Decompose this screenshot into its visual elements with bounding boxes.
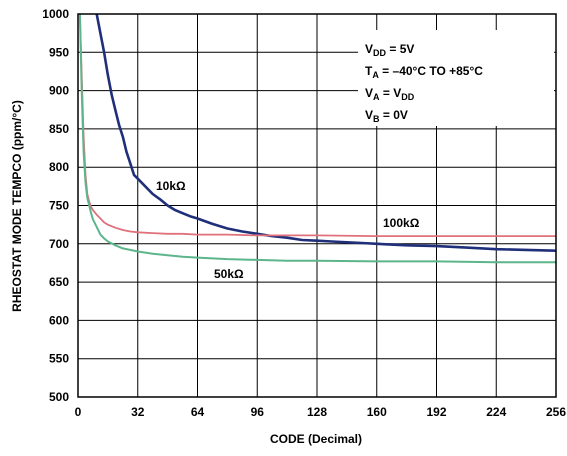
x-tick-label: 256 — [546, 405, 566, 419]
series-label-100k: 100kΩ — [383, 216, 420, 230]
condition-ta: TA = –40°C TO +85°C — [365, 64, 483, 80]
x-tick-label: 192 — [426, 405, 446, 419]
x-tick-label: 160 — [367, 405, 387, 419]
y-tick-label: 750 — [49, 199, 69, 213]
series-line-0 — [95, 14, 556, 252]
x-tick-label: 96 — [251, 405, 265, 419]
series-line-2 — [78, 14, 556, 264]
plot-frame — [77, 13, 557, 398]
condition-vb: VB = 0V — [365, 108, 408, 124]
y-tick-label: 950 — [49, 45, 69, 59]
y-tick-label: 1000 — [42, 7, 69, 21]
x-tick-label: 224 — [486, 405, 506, 419]
y-tick-label: 800 — [49, 160, 69, 174]
conditions-box: VDD = 5V TA = –40°C TO +85°C VA = VDD VB… — [358, 30, 554, 126]
x-axis-label: CODE (Decimal) — [270, 432, 362, 446]
x-tick-label: 64 — [191, 405, 205, 419]
y-tick-label: 850 — [49, 122, 69, 136]
y-tick-label: 550 — [49, 352, 69, 366]
x-tick-label: 32 — [131, 405, 145, 419]
condition-vdd: VDD = 5V — [365, 42, 414, 58]
y-axis-label: RHEOSTAT MODE TEMPCO (ppm/°C) — [10, 100, 24, 312]
y-tick-label: 600 — [49, 313, 69, 327]
series-label-50k: 50kΩ — [214, 267, 244, 281]
condition-va: VA = VDD — [365, 86, 415, 102]
y-tick-label: 900 — [49, 84, 69, 98]
conditions-background — [358, 30, 554, 126]
series-label-10k: 10kΩ — [156, 179, 186, 193]
y-tick-label: 700 — [49, 237, 69, 251]
y-tick-label: 650 — [49, 275, 69, 289]
y-tick-label: 500 — [49, 390, 69, 404]
x-tick-label: 0 — [75, 405, 82, 419]
y-tick-labels: 500 550 600 650 700 750 800 850 900 950 1000 — [42, 7, 69, 404]
x-tick-label: 128 — [307, 405, 327, 419]
x-tick-labels: 0 32 64 96 128 160 192 224 256 — [75, 405, 567, 419]
data-curves — [78, 14, 556, 264]
